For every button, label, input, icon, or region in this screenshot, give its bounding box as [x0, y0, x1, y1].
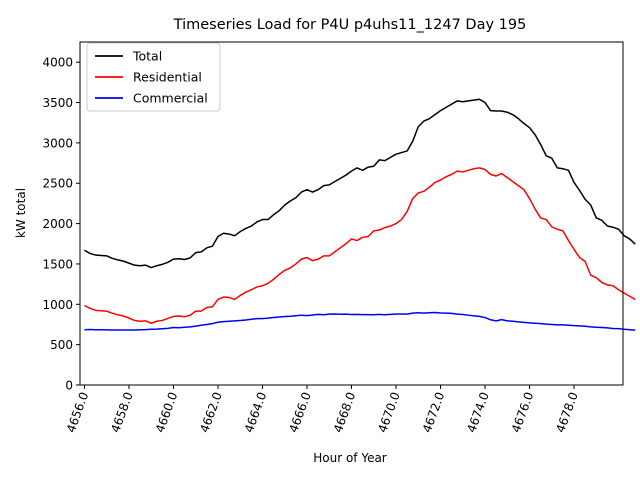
y-tick-label: 500 — [50, 338, 73, 352]
y-tick-label: 1000 — [42, 298, 73, 312]
y-axis: 0 500 1000 1500 2000 2500 3000 3500 4000 — [42, 56, 80, 393]
legend-label-commercial: Commercial — [133, 91, 208, 106]
y-tick-label: 0 — [65, 379, 73, 393]
legend: Total Residential Commercial — [86, 42, 221, 112]
x-axis-label: Hour of Year — [313, 451, 387, 465]
y-tick-label: 1500 — [42, 257, 73, 271]
y-axis-label: kW total — [14, 188, 28, 238]
y-tick-label: 3500 — [42, 96, 73, 110]
y-tick-label: 4000 — [42, 56, 73, 70]
legend-label-total: Total — [132, 49, 162, 64]
legend-label-residential: Residential — [133, 70, 202, 85]
series-line-residential — [84, 167, 636, 325]
series-layer — [84, 98, 636, 331]
legend-box — [86, 42, 221, 112]
y-tick-label: 2000 — [42, 217, 73, 231]
y-tick-label: 2500 — [42, 177, 73, 191]
chart-title: Timeseries Load for P4U p4uhs11_1247 Day… — [173, 17, 527, 33]
series-line-total — [84, 98, 636, 269]
y-tick-label: 3000 — [42, 136, 73, 150]
series-line-commercial — [84, 311, 636, 331]
